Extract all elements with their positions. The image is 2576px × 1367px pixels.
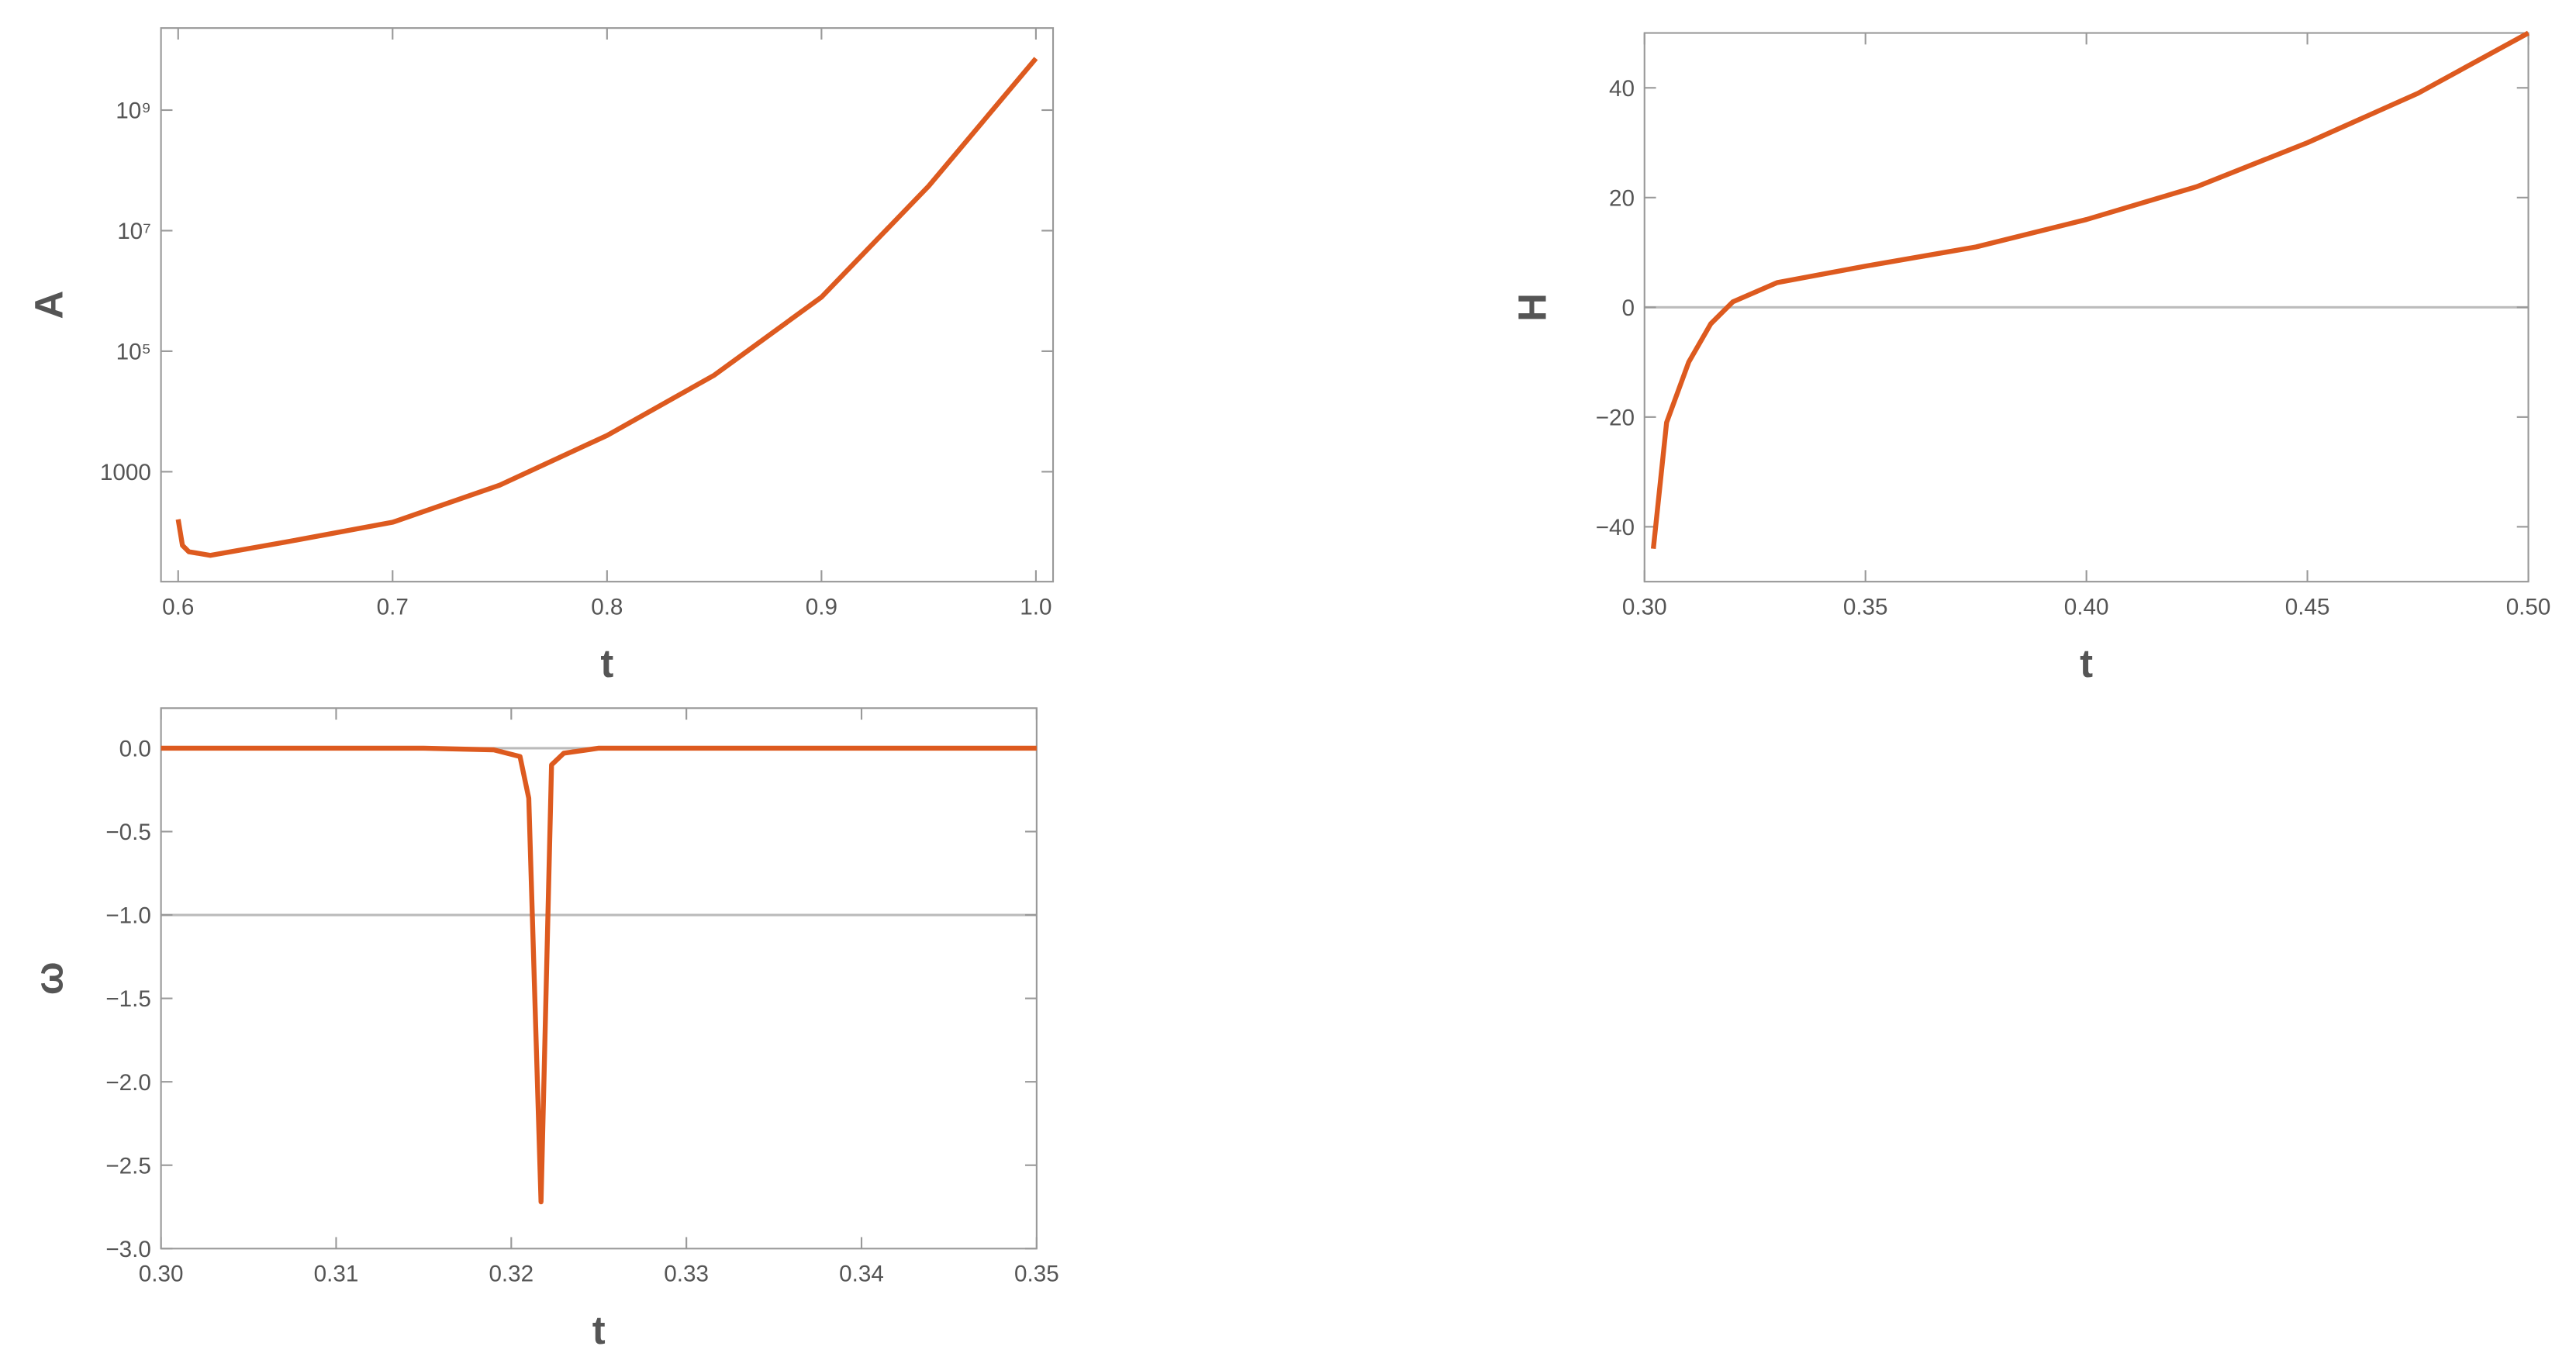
x-tick-label: 0.30 — [1622, 595, 1667, 620]
x-tick-label: 0.33 — [664, 1262, 709, 1287]
x-tick-label: 0.6 — [162, 595, 194, 620]
x-tick-label: 0.8 — [591, 595, 623, 620]
y-tick-label: 1000 — [100, 460, 151, 485]
y-tick-label: −40 — [1596, 515, 1635, 540]
x-tick-label: 0.31 — [314, 1262, 359, 1287]
y-axis-label: H — [1511, 293, 1555, 322]
data-line — [175, 57, 1038, 558]
y-tick-label: −20 — [1596, 405, 1635, 430]
y-tick-label: 10⁷ — [117, 219, 151, 244]
x-tick-label: 0.35 — [1843, 595, 1888, 620]
data-line — [1650, 30, 2530, 550]
y-tick-label: 40 — [1609, 76, 1635, 102]
x-tick-label: 0.9 — [806, 595, 837, 620]
x-tick-label: 0.45 — [2285, 595, 2330, 620]
x-tick-label: 0.30 — [139, 1262, 184, 1287]
y-tick-label: 20 — [1609, 185, 1635, 211]
x-tick-label: 0.32 — [489, 1262, 534, 1287]
y-tick-label: 10⁹ — [116, 98, 151, 124]
y-axis-label: ω — [27, 961, 71, 995]
y-axis-label: A — [27, 291, 71, 319]
x-tick-label: 0.50 — [2506, 595, 2551, 620]
x-axis-label: t — [592, 1308, 606, 1352]
x-tick-label: 0.35 — [1014, 1262, 1059, 1287]
y-tick-label: −2.5 — [105, 1153, 151, 1179]
x-axis-label: t — [2080, 641, 2093, 685]
y-tick-label: 0.0 — [119, 737, 151, 762]
data-line — [161, 745, 1037, 1205]
y-tick-label: −2.0 — [105, 1070, 151, 1096]
y-tick-label: −3.0 — [105, 1237, 151, 1262]
x-tick-label: 0.7 — [377, 595, 409, 620]
x-tick-label: 0.34 — [839, 1262, 884, 1287]
y-tick-label: −0.5 — [105, 820, 151, 845]
frame — [160, 27, 1055, 583]
x-axis-label: t — [600, 641, 613, 685]
x-tick-label: 0.40 — [2064, 595, 2109, 620]
y-tick-label: −1.5 — [105, 986, 151, 1012]
x-tick-label: 1.0 — [1020, 595, 1051, 620]
y-tick-label: 0 — [1622, 295, 1635, 321]
y-tick-label: 10⁵ — [116, 340, 151, 365]
y-tick-label: −1.0 — [105, 903, 151, 929]
frame — [160, 707, 1038, 1250]
